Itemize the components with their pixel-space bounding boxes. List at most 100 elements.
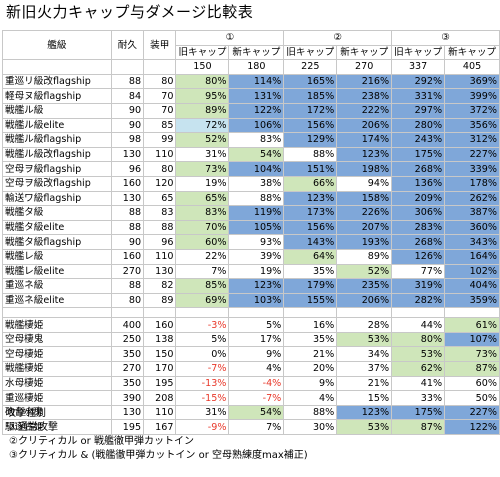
ship-name-cell: 戦艦ル級flagship	[2, 132, 112, 148]
table-row: 空母棲姫 350 150 0% 9% 21% 34% 53% 73%	[2, 346, 500, 363]
damage-value-cell: 268%	[391, 161, 446, 177]
armor-cell: 70	[143, 88, 177, 104]
ship-name-cell: 軽母ヌ級flagship	[2, 88, 112, 104]
ship-name-cell: 重巡棲姫	[2, 390, 112, 406]
table-row: 砲台小鬼 130 110 31% 54% 88% 123% 175% 227%	[2, 404, 500, 421]
damage-value-cell: 123%	[336, 404, 393, 421]
damage-value-cell: 283%	[391, 219, 446, 236]
damage-value-cell: 21%	[283, 346, 338, 363]
damage-value-cell: 0%	[175, 346, 230, 363]
ship-name-cell: 戦艦タ級flagship	[2, 234, 112, 250]
damage-value-cell: 44%	[391, 317, 446, 333]
group-2-new-cap: 270	[336, 59, 393, 75]
damage-value-cell: 88%	[228, 190, 285, 207]
hp-cell: 130	[110, 190, 145, 207]
armor-cell: 96	[143, 234, 177, 250]
armor-cell: 120	[143, 175, 177, 192]
table-row: 空母棲鬼 250 138 5% 17% 35% 53% 80% 107%	[2, 331, 500, 348]
armor-cell: 167	[143, 419, 177, 436]
group-2-old-cap: 225	[283, 59, 338, 75]
armor-cell: 150	[143, 346, 177, 363]
ship-name-cell: 戦艦棲姫	[2, 317, 112, 333]
ship-name-cell: 重巡リ級改flagship	[2, 73, 112, 90]
damage-value-cell: 4%	[283, 390, 338, 406]
damage-value-cell: 28%	[336, 317, 393, 333]
damage-value-cell: 73%	[175, 161, 230, 177]
ship-name-cell: 戦艦ル級改flagship	[2, 146, 112, 163]
table-row: 戦艦タ級flagship 90 96 60% 93% 143% 193% 268% 343%	[2, 234, 500, 250]
damage-value-cell: 9%	[228, 346, 285, 363]
damage-value-cell: 387%	[444, 205, 500, 221]
damage-value-cell: 88%	[283, 146, 338, 163]
ship-name-cell: 戦艦ル級elite	[2, 117, 112, 134]
damage-value-cell: 87%	[391, 419, 446, 436]
hp-cell: 400	[110, 317, 145, 333]
damage-value-cell: 123%	[283, 190, 338, 207]
damage-value-cell: 312%	[444, 132, 500, 148]
hp-cell: 195	[110, 419, 145, 436]
damage-value-cell: 53%	[391, 346, 446, 363]
damage-value-cell: 319%	[391, 278, 446, 294]
ship-name-cell: 駆逐古姫	[2, 419, 112, 436]
table-row: 空母ヲ級改flagship 160 120 19% 38% 66% 94% 136% 178%	[2, 175, 500, 192]
damage-value-cell: 39%	[228, 248, 285, 265]
damage-value-cell: 80%	[175, 73, 230, 90]
damage-value-cell: 83%	[228, 132, 285, 148]
armor-cell: 83	[143, 205, 177, 221]
table-row: 軽母ヌ級flagship 84 70 95% 131% 185% 238% 331% 399%	[2, 88, 500, 104]
group-2-label: ②	[283, 30, 393, 46]
hp-cell: 80	[110, 292, 145, 309]
damage-value-cell: 209%	[391, 190, 446, 207]
damage-value-cell: 238%	[336, 88, 393, 104]
damage-value-cell: 5%	[175, 331, 230, 348]
damage-value-cell: 33%	[391, 390, 446, 406]
damage-value-cell: 15%	[336, 390, 393, 406]
damage-value-cell: 20%	[283, 361, 338, 377]
damage-value-cell: 114%	[228, 73, 285, 90]
damage-value-cell: 77%	[391, 263, 446, 280]
armor-cell: 88	[143, 219, 177, 236]
damage-value-cell: 173%	[283, 205, 338, 221]
page-title: 新旧火力キャップ与ダメージ比較表	[6, 3, 254, 21]
damage-value-cell: 50%	[444, 390, 500, 406]
damage-value-cell: 158%	[336, 190, 393, 207]
table-row: 空母ヲ級flagship 96 80 73% 104% 151% 198% 268% 339%	[2, 161, 500, 177]
table-row: 戦艦レ級elite 270 130 7% 19% 35% 52% 77% 102%	[2, 263, 500, 280]
comparison-table: 艦級 耐久 装甲 ① ② ③ 旧キャップ 新キャップ 旧キャップ 新キャップ 旧…	[2, 29, 500, 436]
armor-cell: 80	[143, 73, 177, 90]
group-1-label: ①	[175, 30, 285, 46]
ship-name-cell: 空母ヲ級flagship	[2, 161, 112, 177]
damage-value-cell: 282%	[391, 292, 446, 309]
damage-value-cell: 64%	[283, 248, 338, 265]
table-row: 戦艦タ級elite 88 88 70% 105% 156% 207% 283% 360%	[2, 219, 500, 236]
hp-cell: 390	[110, 390, 145, 406]
damage-value-cell: 123%	[228, 278, 285, 294]
damage-value-cell: 37%	[336, 361, 393, 377]
damage-value-cell: 19%	[175, 175, 230, 192]
hp-cell: 88	[110, 219, 145, 236]
damage-value-cell: 178%	[444, 175, 500, 192]
hp-cell: 90	[110, 102, 145, 119]
damage-value-cell: 356%	[444, 117, 500, 134]
table-row: 水母棲姫 350 195 -13% -4% 9% 21% 41% 60%	[2, 375, 500, 392]
damage-value-cell: 83%	[175, 205, 230, 221]
ship-name-cell: 戦艦タ級elite	[2, 219, 112, 236]
group-3-label: ③	[391, 30, 500, 46]
damage-value-cell: 30%	[283, 419, 338, 436]
damage-value-cell: 107%	[444, 331, 500, 348]
damage-value-cell: 399%	[444, 88, 500, 104]
damage-value-cell: -9%	[175, 419, 230, 436]
col-name-header: 艦級	[2, 29, 112, 61]
note-item: ②クリティカル or 戦艦徹甲弾カットイン	[9, 436, 194, 447]
damage-value-cell: 164%	[444, 248, 500, 265]
damage-value-cell: 369%	[444, 73, 500, 90]
damage-value-cell: 89%	[175, 102, 230, 119]
hp-cell: 270	[110, 361, 145, 377]
damage-value-cell: 306%	[391, 205, 446, 221]
group-1-new-cap: 180	[228, 59, 285, 75]
note-item: ①通常攻撃	[9, 422, 58, 433]
armor-cell: 195	[143, 375, 177, 392]
hp-cell: 250	[110, 331, 145, 348]
damage-value-cell: -13%	[175, 375, 230, 392]
damage-value-cell: 175%	[391, 404, 446, 421]
